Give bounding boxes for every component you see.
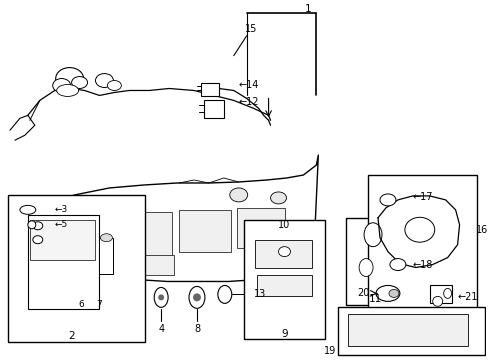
Bar xyxy=(256,275,312,296)
Text: 2: 2 xyxy=(68,331,75,341)
Ellipse shape xyxy=(278,247,290,257)
Bar xyxy=(50,215,109,262)
Ellipse shape xyxy=(404,217,434,242)
Text: 13: 13 xyxy=(253,289,265,300)
Bar xyxy=(338,307,485,355)
Text: 10: 10 xyxy=(278,220,290,230)
Ellipse shape xyxy=(158,294,164,300)
Bar xyxy=(119,255,174,275)
Text: ←12: ←12 xyxy=(238,98,259,107)
Ellipse shape xyxy=(20,205,36,214)
Bar xyxy=(8,195,145,342)
Bar xyxy=(99,238,113,274)
Text: 11: 11 xyxy=(367,294,381,304)
Bar xyxy=(254,240,312,267)
Text: ←17: ←17 xyxy=(412,192,432,202)
Ellipse shape xyxy=(432,296,442,306)
Text: 20: 20 xyxy=(357,288,369,298)
Ellipse shape xyxy=(33,236,42,244)
Text: 6: 6 xyxy=(79,300,84,309)
Text: ←5: ←5 xyxy=(55,220,68,229)
Ellipse shape xyxy=(379,194,395,206)
Ellipse shape xyxy=(270,192,286,204)
Text: ←18: ←18 xyxy=(412,260,432,270)
Ellipse shape xyxy=(154,287,168,307)
Bar xyxy=(203,100,224,118)
Bar xyxy=(243,220,325,339)
Text: 15: 15 xyxy=(244,24,256,34)
Bar xyxy=(28,215,99,309)
Text: 9: 9 xyxy=(281,329,287,339)
Bar xyxy=(179,210,230,252)
Ellipse shape xyxy=(388,289,398,297)
Ellipse shape xyxy=(107,81,121,90)
Ellipse shape xyxy=(358,258,372,276)
Text: 8: 8 xyxy=(194,324,200,334)
Text: 4: 4 xyxy=(158,324,164,334)
Text: ←3: ←3 xyxy=(55,205,68,214)
Ellipse shape xyxy=(53,78,70,93)
Bar xyxy=(367,175,476,322)
Bar xyxy=(201,82,219,96)
Ellipse shape xyxy=(189,287,204,308)
Ellipse shape xyxy=(443,288,451,298)
Ellipse shape xyxy=(375,285,399,301)
Text: ←14: ←14 xyxy=(238,81,259,90)
Bar xyxy=(347,314,467,346)
Bar xyxy=(429,285,451,303)
Text: 16: 16 xyxy=(474,225,487,235)
Ellipse shape xyxy=(33,222,42,230)
Ellipse shape xyxy=(229,188,247,202)
Bar xyxy=(30,220,94,260)
Text: 7: 7 xyxy=(97,300,102,309)
Ellipse shape xyxy=(57,85,79,96)
Bar xyxy=(117,212,172,257)
Text: 1: 1 xyxy=(305,4,311,14)
Bar xyxy=(346,218,403,305)
Text: ←21: ←21 xyxy=(457,292,477,302)
Bar xyxy=(50,255,114,276)
Bar xyxy=(236,208,284,248)
Ellipse shape xyxy=(364,223,381,247)
Ellipse shape xyxy=(95,73,113,87)
Ellipse shape xyxy=(71,77,87,89)
Ellipse shape xyxy=(389,258,405,270)
Ellipse shape xyxy=(56,68,83,90)
Text: 19: 19 xyxy=(324,346,336,356)
Ellipse shape xyxy=(218,285,231,303)
Ellipse shape xyxy=(28,221,36,229)
Ellipse shape xyxy=(193,293,201,301)
Ellipse shape xyxy=(100,234,112,242)
